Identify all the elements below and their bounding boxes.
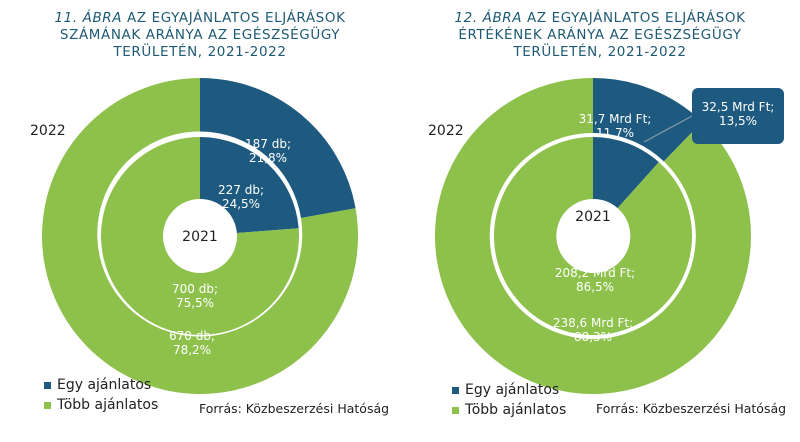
title-line3: TERÜLETÉN, 2021-2022 [113, 44, 287, 60]
inner-ring [101, 137, 300, 336]
outer-multi-value: 670 db; [169, 329, 215, 343]
title-line3: TERÜLETÉN, 2021-2022 [513, 44, 687, 60]
source-note: Forrás: Közbeszerzési Hatóság [596, 401, 787, 416]
legend-label-single: Egy ajánlatos [57, 377, 152, 393]
outer-year-label: 2022 [30, 123, 66, 139]
inner-multi-value: 700 db; [172, 282, 218, 296]
inner-slice-multi [494, 137, 693, 335]
outer-slice-multi [42, 78, 359, 394]
donut-chart-12: 32,5 Mrd Ft; 13,5% 2022 2021 31,7 Mrd Ft… [428, 78, 784, 395]
chart-panel-12: 12. ÁBRA AZ EGYAJÁNLATOS ELJÁRÁSOK ÉRTÉK… [400, 0, 800, 442]
legend-swatch-single [44, 381, 51, 389]
inner-slice-multi [101, 137, 300, 336]
legend-swatch-single [452, 386, 459, 394]
outer-single-percent: 21,8% [249, 151, 287, 165]
chart-title: 11. ÁBRA AZ EGYAJÁNLATOS ELJÁRÁSOK SZÁMÁ… [0, 10, 400, 61]
legend-label-single: Egy ajánlatos [465, 382, 560, 398]
legend-swatch-multi [44, 401, 51, 409]
legend-label-multi: Több ajánlatos [465, 402, 567, 418]
outer-single-value: 187 db; [245, 137, 291, 151]
outer-ring [42, 78, 359, 394]
outer-multi-value: 238,6 Mrd Ft; [553, 316, 633, 330]
inner-slice-single [200, 137, 299, 234]
legend-item-multi: Több ajánlatos [452, 400, 566, 420]
inner-single-value: 227 db; [218, 183, 264, 197]
legend-item-single: Egy ajánlatos [452, 380, 566, 400]
legend-label-multi: Több ajánlatos [57, 397, 159, 413]
outer-slice-multi [435, 78, 752, 395]
outer-multi-percent: 78,2% [173, 343, 211, 357]
inner-single-percent: 11,7% [596, 126, 634, 140]
title-line2: ÉRTÉKÉNEK ARÁNYA AZ EGÉSZSÉGÜGY [458, 27, 742, 43]
outer-ring [435, 78, 752, 395]
legend: Egy ajánlatos Több ajánlatos [452, 380, 566, 420]
legend: Egy ajánlatos Több ajánlatos [44, 375, 158, 415]
inner-year-label: 2021 [575, 209, 611, 225]
callout-box [692, 88, 784, 144]
outer-single-percent: 13,5% [719, 114, 757, 128]
inner-multi-percent: 86,5% [576, 280, 614, 294]
inner-ring [494, 137, 693, 335]
inner-single-percent: 24,5% [222, 197, 260, 211]
title-prefix: 12. ÁBRA [454, 10, 523, 26]
title-rest: AZ EGYAJÁNLATOS ELJÁRÁSOK [522, 10, 746, 26]
inner-slice-single [593, 137, 659, 209]
inner-year-label: 2021 [182, 229, 218, 245]
outer-single-value: 32,5 Mrd Ft; [702, 100, 775, 114]
inner-single-value: 31,7 Mrd Ft; [579, 112, 652, 126]
inner-multi-value: 208,2 Mrd Ft; [555, 266, 635, 280]
inner-multi-percent: 75,5% [176, 296, 214, 310]
outer-slice-single [200, 78, 356, 218]
callout-leader-line [643, 115, 693, 143]
chart-title: 12. ÁBRA AZ EGYAJÁNLATOS ELJÁRÁSOK ÉRTÉK… [400, 10, 800, 61]
outer-year-label: 2022 [428, 123, 464, 139]
legend-item-single: Egy ajánlatos [44, 375, 158, 395]
title-prefix: 11. ÁBRA [54, 10, 123, 26]
title-line2: SZÁMÁNAK ARÁNYA AZ EGÉSZSÉGÜGY [59, 27, 341, 43]
chart-panel-11: 11. ÁBRA AZ EGYAJÁNLATOS ELJÁRÁSOK SZÁMÁ… [0, 10, 400, 416]
donut-chart-11: 2022 2021 187 db; 21,8% 227 db; 24,5% 70… [30, 78, 359, 394]
callout: 32,5 Mrd Ft; 13,5% [643, 88, 784, 144]
source-note: Forrás: Közbeszerzési Hatóság [199, 401, 390, 416]
legend-swatch-multi [452, 406, 459, 414]
title-rest: AZ EGYAJÁNLATOS ELJÁRÁSOK [122, 10, 346, 26]
outer-multi-percent: 88,3% [574, 330, 612, 344]
legend-item-multi: Több ajánlatos [44, 395, 158, 415]
outer-slice-single [593, 78, 703, 162]
